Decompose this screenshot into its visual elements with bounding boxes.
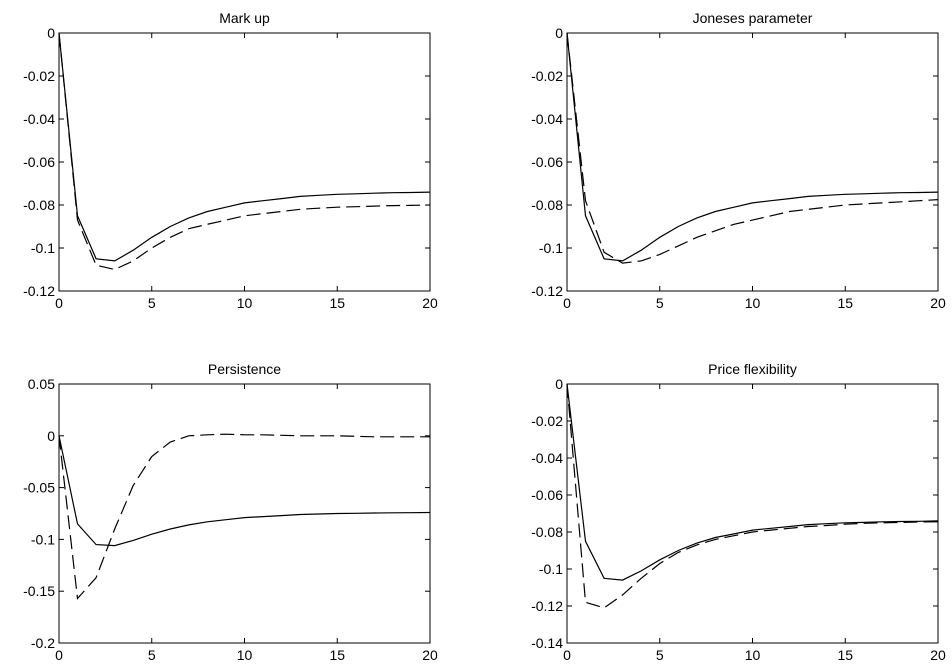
plot-frame	[58, 32, 431, 292]
x-tick-label: 0	[55, 647, 63, 663]
x-tick-label: 5	[148, 647, 156, 663]
y-tick-label: -0.08	[531, 524, 563, 540]
y-tick-label: -0.1	[539, 240, 563, 256]
x-tick-label: 15	[329, 295, 345, 311]
x-tick-label: 20	[422, 647, 438, 663]
x-tick-label: 10	[745, 295, 761, 311]
y-tick-label: -0.14	[531, 635, 563, 651]
chart-panel-price-flexibility: Price flexibility 0 5 10 15 20 0 -0.02 -0.04 -0.…	[531, 361, 946, 663]
x-tick-label: 15	[837, 647, 853, 663]
y-tick-label: -0.06	[23, 154, 55, 170]
x-tick-label: 15	[329, 647, 345, 663]
x-tick-label: 5	[656, 295, 664, 311]
x-tick-label: 5	[148, 295, 156, 311]
chart-panel-persistence: Persistence 0 5 10 15 20 0.05 0 -0.05 -0.1 -0.15 -…	[23, 361, 438, 663]
y-tick-label: 0	[555, 376, 563, 392]
plot-frame	[566, 383, 939, 644]
y-tick-label: -0.12	[531, 283, 563, 299]
y-tick-label: -0.15	[23, 583, 55, 599]
x-tick-label: 10	[237, 647, 253, 663]
y-tick-label: -0.02	[531, 68, 563, 84]
chart-title: Price flexibility	[708, 361, 797, 377]
y-tick-label: -0.02	[23, 68, 55, 84]
x-tick-label: 0	[563, 647, 571, 663]
y-tick-label: 0	[555, 25, 563, 41]
y-tick-label: -0.2	[31, 635, 55, 651]
y-tick-label: 0	[47, 25, 55, 41]
series-line-dashed	[566, 32, 939, 264]
chart-title: Persistence	[208, 361, 281, 377]
x-tick-label: 0	[55, 295, 63, 311]
y-tick-label: -0.06	[531, 487, 563, 503]
x-tick-label: 10	[745, 647, 761, 663]
x-tick-label: 20	[930, 647, 946, 663]
x-tick-label: 10	[237, 295, 253, 311]
y-tick-label: -0.08	[23, 197, 55, 213]
series-line-solid	[566, 32, 939, 262]
y-tick-label: 0	[47, 428, 55, 444]
y-tick-label: -0.1	[31, 531, 55, 547]
y-tick-label: -0.12	[23, 283, 55, 299]
x-tick-label: 0	[563, 295, 571, 311]
series-line-dashed	[58, 32, 431, 271]
y-tick-label: -0.08	[531, 197, 563, 213]
chart-title: Joneses parameter	[693, 10, 813, 26]
y-tick-label: -0.1	[31, 240, 55, 256]
y-tick-label: -0.04	[531, 450, 563, 466]
y-tick-label: 0.05	[28, 376, 55, 392]
x-tick-label: 5	[656, 647, 664, 663]
series-line-dashed	[566, 383, 939, 609]
chart-panel-mark-up: Mark up 0 5 10 15 20 0 -0.02 -0.04 -0.06 -0.08 -0.…	[23, 10, 438, 311]
y-tick-label: -0.06	[531, 154, 563, 170]
series-line-solid	[566, 383, 939, 581]
y-tick-label: -0.05	[23, 480, 55, 496]
x-tick-label: 20	[422, 295, 438, 311]
y-tick-label: -0.12	[531, 598, 563, 614]
y-tick-label: -0.1	[539, 561, 563, 577]
x-tick-label: 20	[930, 295, 946, 311]
series-line-solid	[58, 32, 431, 262]
series-line-solid	[58, 435, 431, 547]
chart-title: Mark up	[219, 10, 270, 26]
plot-frame	[566, 32, 939, 292]
y-tick-label: -0.04	[23, 111, 55, 127]
x-tick-label: 15	[837, 295, 853, 311]
y-tick-label: -0.02	[531, 413, 563, 429]
chart-panel-joneses-parameter: Joneses parameter 0 5 10 15 20 0 -0.02 -0.04 -0.…	[531, 10, 946, 311]
series-line-dashed	[58, 433, 430, 600]
y-tick-label: -0.04	[531, 111, 563, 127]
